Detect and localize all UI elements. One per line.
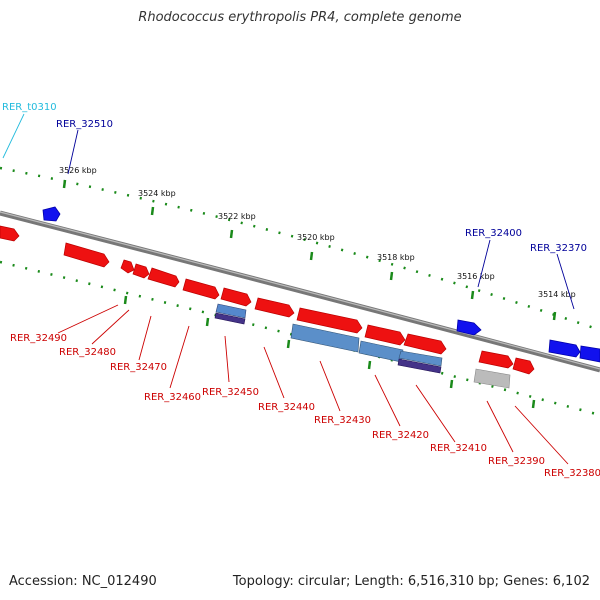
gene-label-rer-32430[interactable]: RER_32430	[314, 415, 371, 426]
gene-label-rer-32420[interactable]: RER_32420	[372, 430, 429, 441]
accession-text: Accession: NC_012490	[9, 574, 157, 589]
gene-rer-32460-b[interactable]	[182, 278, 220, 300]
gene-label-rer-32370[interactable]: RER_32370	[530, 243, 587, 254]
scale-label: 3520 kbp	[297, 233, 335, 242]
gene-rer-32370[interactable]	[548, 339, 581, 358]
gene-rer-32440[interactable]	[254, 297, 295, 318]
outer-tick-track	[0, 166, 600, 332]
leader-lines	[2, 113, 575, 465]
gene-label-rer-32470[interactable]: RER_32470	[110, 362, 167, 373]
feature-bar-32450-top[interactable]	[215, 303, 247, 319]
feature-bars	[214, 303, 511, 389]
gene-rer-32420[interactable]	[364, 324, 406, 346]
gene-rer-32510[interactable]	[42, 206, 61, 222]
gene-label-rer-32410[interactable]: RER_32410	[430, 443, 487, 454]
genome-backbone	[0, 210, 600, 373]
gene-rer-32480[interactable]	[120, 259, 135, 274]
gene-rer-32450[interactable]	[220, 287, 252, 307]
gene-label-rer-32450[interactable]: RER_32450	[202, 387, 259, 398]
gene-label-rer-32390[interactable]: RER_32390	[488, 456, 545, 467]
gene-label-rer-32380[interactable]: RER_32380	[544, 468, 600, 479]
gene-label-rer-32440[interactable]: RER_32440	[258, 402, 315, 413]
scale-label: 3516 kbp	[457, 272, 495, 281]
feature-bar-32430[interactable]	[290, 323, 360, 353]
gene-rer-32410[interactable]	[403, 333, 447, 355]
feature-bar-32410-top[interactable]	[398, 350, 443, 367]
gene-red-edge[interactable]	[0, 225, 20, 242]
gene-blue-edge[interactable]	[579, 345, 600, 363]
gene-rer-32470[interactable]	[132, 263, 150, 279]
gene-label-rer-32510[interactable]: RER_32510	[56, 119, 113, 130]
gene-rer-32430[interactable]	[296, 307, 363, 334]
scale-label: 3514 kbp	[538, 290, 576, 299]
map-title: Rhodococcus erythropolis PR4, complete g…	[138, 10, 462, 25]
scale-label: 3524 kbp	[138, 189, 176, 198]
gene-label-rer-32490[interactable]: RER_32490	[10, 333, 67, 344]
gene-rer-32460-a[interactable]	[147, 267, 180, 288]
scale-label: 3526 kbp	[59, 166, 97, 175]
major-ticks	[62, 179, 557, 409]
gene-label-rer-32480[interactable]: RER_32480	[59, 347, 116, 358]
gene-rer-32390[interactable]	[478, 350, 514, 369]
genome-summary-text: Topology: circular; Length: 6,516,310 bp…	[232, 574, 590, 589]
gene-label-rer-t0310[interactable]: RER_t0310	[2, 102, 57, 113]
feature-bar-32410-bottom[interactable]	[397, 358, 442, 374]
gene-label-rer-32400[interactable]: RER_32400	[465, 228, 522, 239]
reverse-genes	[0, 225, 535, 375]
forward-genes	[42, 206, 600, 363]
gene-rer-32380[interactable]	[512, 357, 535, 375]
gene-label-rer-32460[interactable]: RER_32460	[144, 392, 201, 403]
scale-label: 3522 kbp	[218, 212, 256, 221]
gene-rer-32400[interactable]	[456, 319, 482, 336]
feature-bar-32390[interactable]	[473, 368, 511, 389]
scale-label: 3518 kbp	[377, 253, 415, 262]
gene-rer-32490[interactable]	[63, 242, 110, 268]
genome-backbone-highlight	[0, 211, 600, 370]
feature-bar-32450-bottom[interactable]	[214, 312, 246, 325]
